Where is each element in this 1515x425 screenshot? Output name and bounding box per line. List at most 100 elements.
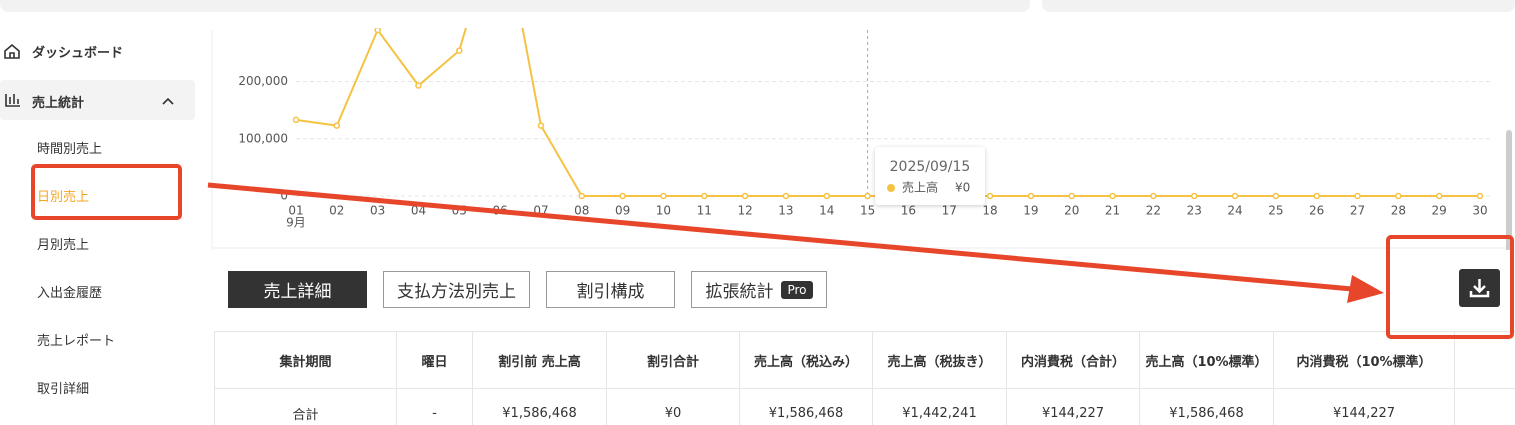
x-tick-label: 15 [860, 204, 875, 218]
point [1109, 192, 1116, 200]
x-tick-label: 29 [1432, 204, 1447, 218]
table-cell: ¥0 [1454, 388, 1515, 425]
nav-active-bg [0, 80, 195, 120]
point [1150, 192, 1157, 200]
nav-icons [4, 43, 174, 107]
x-tick-label: 04 [411, 204, 426, 218]
x-tick-label: 24 [1227, 204, 1242, 218]
point [619, 192, 626, 200]
point [578, 192, 586, 200]
point [1395, 192, 1402, 200]
search-bar[interactable] [0, 0, 1030, 12]
table-row: 合計 - ¥1,586,468 ¥0 ¥1,586,468 ¥1,442,241 ¥144,… [214, 388, 1515, 425]
tab[interactable]: 支払方法別売上 [383, 271, 530, 308]
point [1354, 192, 1361, 200]
nav-item[interactable]: 取引詳細 [37, 382, 90, 397]
point [823, 192, 831, 200]
x-tick-label: 21 [1105, 204, 1120, 218]
x-month-label: 9月 [286, 216, 306, 230]
search-bar[interactable] [1042, 0, 1515, 12]
point [1435, 192, 1443, 200]
arrow-head [1347, 275, 1384, 303]
tooltip-dot [887, 184, 895, 192]
tab[interactable]: 割引構成 [546, 271, 675, 308]
nav-item[interactable]: 入出金履歴 [37, 286, 103, 301]
tab-label: 支払方法別売上 [397, 282, 516, 302]
x-tick-label: 09 [615, 204, 630, 218]
tooltip-value: ¥0 [955, 181, 970, 195]
x-tick-label: 27 [1350, 204, 1365, 218]
point [1027, 192, 1035, 200]
table-header: 売上高（税込み） [739, 331, 873, 389]
x-tick-label: 03 [370, 204, 385, 218]
point [537, 122, 545, 129]
point [660, 192, 667, 200]
tab-label: 拡張統計 [705, 282, 774, 302]
point [1272, 192, 1280, 200]
point [741, 192, 749, 200]
nav-item[interactable]: 日別売上 [37, 190, 90, 205]
point [333, 122, 341, 129]
sales-table: 集計期間 曜日 割引前 売上高 割引合計 売上高（税込み） 売上高（税抜き） 内消費税（合計… [214, 331, 1515, 425]
point [986, 192, 994, 200]
point [1231, 192, 1239, 200]
point [1068, 192, 1075, 200]
point [1190, 192, 1198, 200]
table-header: 内消費税（10%標準） [1273, 331, 1455, 389]
point [456, 47, 463, 54]
tab-label: 割引構成 [576, 282, 645, 302]
table-cell: 合計 [214, 388, 397, 425]
nav-item[interactable]: 時間別売上 [37, 142, 103, 157]
table-wrap: 集計期間 曜日 割引前 売上高 割引合計 売上高（税込み） 売上高（税抜き） 内消費税（合計… [214, 331, 1515, 425]
table-cell: ¥1,586,468 [1139, 388, 1274, 425]
y-tick-label: 100,000 [238, 131, 288, 145]
table-header: 割引前 売上高 [472, 331, 607, 389]
nav-item[interactable]: 売上統計 [32, 96, 85, 111]
download-button[interactable] [1459, 269, 1500, 307]
nav-item[interactable]: ダッシュボード [32, 46, 124, 61]
point [374, 28, 381, 34]
x-tick-label: 22 [1146, 204, 1161, 218]
x-tick-label: 16 [901, 204, 916, 218]
x-tick-label: 10 [656, 204, 671, 218]
tooltip-series: 売上高 [902, 180, 938, 195]
x-tick-label: 14 [819, 204, 834, 218]
y-tick-label: 0 [280, 189, 288, 203]
tooltip: 2025/09/15 売上高 ¥0 [875, 147, 985, 205]
nav-item[interactable]: 売上レポート [37, 334, 116, 349]
table-header: 内消費税（合計） [1006, 331, 1140, 389]
tab[interactable]: 売上詳細 [228, 271, 367, 308]
table-header: 集計期間 [214, 331, 397, 389]
point [864, 192, 871, 200]
x-tick-label: 19 [1023, 204, 1038, 218]
x-tick-label: 13 [778, 204, 793, 218]
x-tick-label: 26 [1309, 204, 1324, 218]
table-cell: - [396, 388, 473, 425]
x-tick-label: 23 [1187, 204, 1202, 218]
x-tick-label: 07 [533, 204, 548, 218]
y-tick-label: 200,000 [238, 74, 288, 88]
table-cell: ¥1,586,468 [739, 388, 873, 425]
download-icon [1469, 279, 1490, 298]
x-tick-label: 17 [942, 204, 957, 218]
table-header: 割引合計 [606, 331, 740, 389]
point [415, 82, 422, 89]
nav-item[interactable]: 月別売上 [37, 238, 90, 253]
tab-label: 売上詳細 [263, 282, 332, 302]
tooltip-date: 2025/09/15 [890, 159, 971, 175]
x-tick-label: 28 [1391, 204, 1406, 218]
tab[interactable]: 拡張統計 Pro [691, 271, 827, 308]
x-tick-label: 12 [737, 204, 752, 218]
pro-badge: Pro [781, 280, 813, 299]
table-header: 曜日 [396, 331, 473, 389]
table-header: 売上高（10%標準） [1139, 331, 1274, 389]
table-cell: ¥1,586,468 [472, 388, 607, 425]
table-header: 売上高（税抜き） [872, 331, 1007, 389]
x-tick-label: 05 [452, 204, 467, 218]
scrollbar[interactable] [1506, 130, 1512, 250]
table-cell: ¥144,227 [1273, 388, 1455, 425]
table-cell: ¥0 [606, 388, 740, 425]
table-cell: ¥1,442,241 [872, 388, 1007, 425]
